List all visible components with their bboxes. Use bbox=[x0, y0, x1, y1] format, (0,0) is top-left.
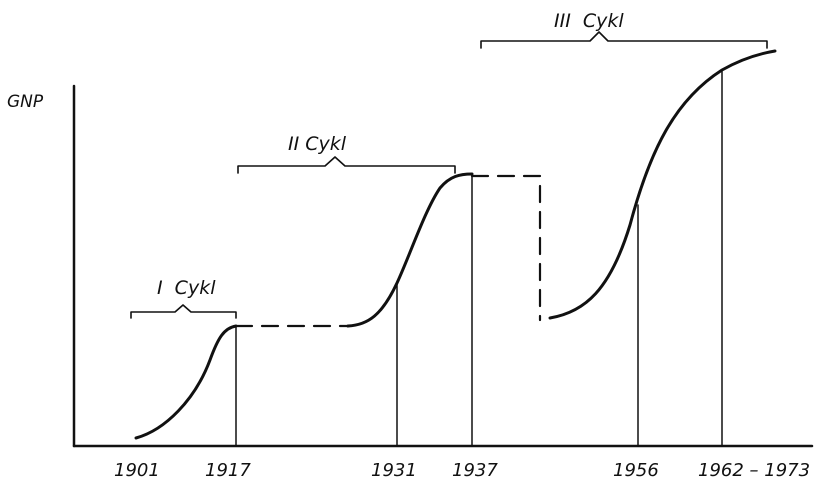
cycle-2-brace bbox=[237, 156, 456, 174]
cycle-1-label: I Cykl bbox=[157, 277, 216, 299]
cycle-3-brace bbox=[480, 31, 768, 49]
cycle-3-label: III Cykl bbox=[554, 10, 624, 32]
x-tick-1901: 1901 bbox=[114, 460, 160, 481]
cycle-2-curve bbox=[346, 172, 474, 328]
x-tick-1956: 1956 bbox=[613, 460, 659, 481]
connector-2-3 bbox=[470, 174, 542, 322]
cycle-2-label: II Cykl bbox=[288, 133, 347, 155]
cycle-3-curve bbox=[548, 49, 777, 320]
x-tick-1917: 1917 bbox=[205, 460, 251, 481]
x-tick-1937: 1937 bbox=[452, 460, 498, 481]
x-tick-1931: 1931 bbox=[371, 460, 417, 481]
y-axis-label: GNP bbox=[7, 92, 44, 112]
x-tick-1962-1973: 1962 – 1973 bbox=[698, 460, 810, 481]
cycle-1-curve bbox=[134, 324, 238, 440]
cycle-1-brace bbox=[130, 304, 237, 319]
